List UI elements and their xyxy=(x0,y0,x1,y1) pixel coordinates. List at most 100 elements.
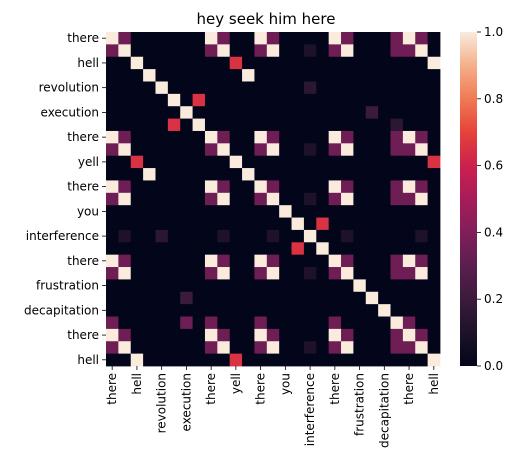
y-tick-label: revolution xyxy=(39,81,99,95)
heatmap-cell xyxy=(254,341,268,355)
heatmap-cell xyxy=(378,291,391,305)
heatmap-cell xyxy=(118,229,132,243)
heatmap-cell xyxy=(390,44,404,58)
heatmap-cell xyxy=(365,180,379,194)
heatmap-cell xyxy=(378,44,391,58)
heatmap-cell xyxy=(204,56,218,70)
y-tick-label: you xyxy=(77,204,99,218)
heatmap-cell xyxy=(106,44,119,58)
heatmap-cell xyxy=(242,69,255,82)
heatmap-cell xyxy=(341,205,354,218)
heatmap-cell xyxy=(402,217,416,231)
heatmap-cell xyxy=(155,217,169,231)
heatmap-cell xyxy=(204,353,218,367)
heatmap-cell xyxy=(155,32,169,45)
heatmap-cell xyxy=(192,304,206,317)
heatmap-cell xyxy=(204,192,218,206)
heatmap-cell xyxy=(217,229,231,243)
heatmap-cell xyxy=(402,93,416,107)
heatmap-cell xyxy=(427,217,441,231)
heatmap-cell xyxy=(427,32,441,45)
heatmap-cell xyxy=(106,118,119,132)
heatmap-cell xyxy=(316,106,330,119)
heatmap-cell xyxy=(192,56,206,70)
heatmap-cell xyxy=(180,279,193,293)
heatmap-cell xyxy=(415,81,429,95)
heatmap-cell xyxy=(229,254,243,268)
heatmap-cell xyxy=(291,32,305,45)
heatmap-cell xyxy=(390,93,404,107)
heatmap-cell xyxy=(365,254,379,268)
heatmap-cell xyxy=(180,44,193,58)
heatmap-cell xyxy=(155,316,169,330)
y-tick-label: decapitation xyxy=(24,303,99,317)
heatmap-cell xyxy=(167,32,181,45)
heatmap-cell xyxy=(365,279,379,293)
heatmap-cell xyxy=(192,254,206,268)
heatmap-cell xyxy=(254,118,268,132)
heatmap-cell xyxy=(390,168,404,181)
heatmap-cell xyxy=(130,69,144,82)
heatmap-cell xyxy=(341,69,354,82)
heatmap-cell xyxy=(167,353,181,367)
heatmap-cell xyxy=(217,316,231,330)
heatmap-cell xyxy=(266,353,280,367)
heatmap-cell xyxy=(155,69,169,82)
heatmap-cell xyxy=(328,328,342,342)
heatmap-cell xyxy=(415,118,429,132)
heatmap-cell xyxy=(378,217,391,231)
heatmap-cell xyxy=(328,44,342,58)
heatmap-cell xyxy=(106,217,119,231)
heatmap-cell xyxy=(143,93,156,107)
heatmap-cell xyxy=(415,291,429,305)
heatmap-cell xyxy=(254,267,268,280)
heatmap-cell xyxy=(242,304,255,317)
heatmap-cell xyxy=(341,341,354,355)
heatmap-cell xyxy=(130,328,144,342)
heatmap-cell xyxy=(390,143,404,157)
heatmap-cell xyxy=(415,254,429,268)
heatmap-cell xyxy=(118,291,132,305)
heatmap-cell xyxy=(316,267,330,280)
heatmap-cell xyxy=(204,155,218,169)
heatmap-cell xyxy=(279,69,292,82)
heatmap-cell xyxy=(353,56,367,70)
heatmap-cell xyxy=(402,328,416,342)
heatmap-cell xyxy=(365,328,379,342)
heatmap-cell xyxy=(180,81,193,95)
heatmap-cell xyxy=(254,143,268,157)
heatmap-cell xyxy=(378,180,391,194)
heatmap-cell xyxy=(266,229,280,243)
heatmap-cell xyxy=(167,118,181,132)
heatmap-cell xyxy=(143,328,156,342)
heatmap-cell xyxy=(378,81,391,95)
heatmap-cell xyxy=(180,130,193,144)
heatmap-cell xyxy=(106,192,119,206)
heatmap-cell xyxy=(303,130,317,144)
heatmap-cell xyxy=(180,267,193,280)
heatmap-cell xyxy=(155,205,169,218)
heatmap-cell xyxy=(365,106,379,119)
heatmap-cell xyxy=(291,205,305,218)
y-tick-label: there xyxy=(67,180,99,194)
heatmap-cell xyxy=(143,155,156,169)
y-tick-label: frustration xyxy=(36,279,99,293)
heatmap-cell xyxy=(155,130,169,144)
heatmap-cell xyxy=(316,143,330,157)
heatmap-cell xyxy=(130,291,144,305)
heatmap-cell xyxy=(180,168,193,181)
heatmap-cell xyxy=(402,168,416,181)
heatmap-cell xyxy=(106,279,119,293)
heatmap-cell xyxy=(291,304,305,317)
heatmap-cell xyxy=(291,267,305,280)
heatmap-cell xyxy=(291,217,305,231)
heatmap-cell xyxy=(402,304,416,317)
heatmap-cell xyxy=(279,143,292,157)
heatmap-cell xyxy=(217,106,231,119)
heatmap-cell xyxy=(118,341,132,355)
heatmap-cell xyxy=(155,279,169,293)
heatmap-cell xyxy=(118,254,132,268)
heatmap-cell xyxy=(303,353,317,367)
heatmap-cell xyxy=(204,44,218,58)
